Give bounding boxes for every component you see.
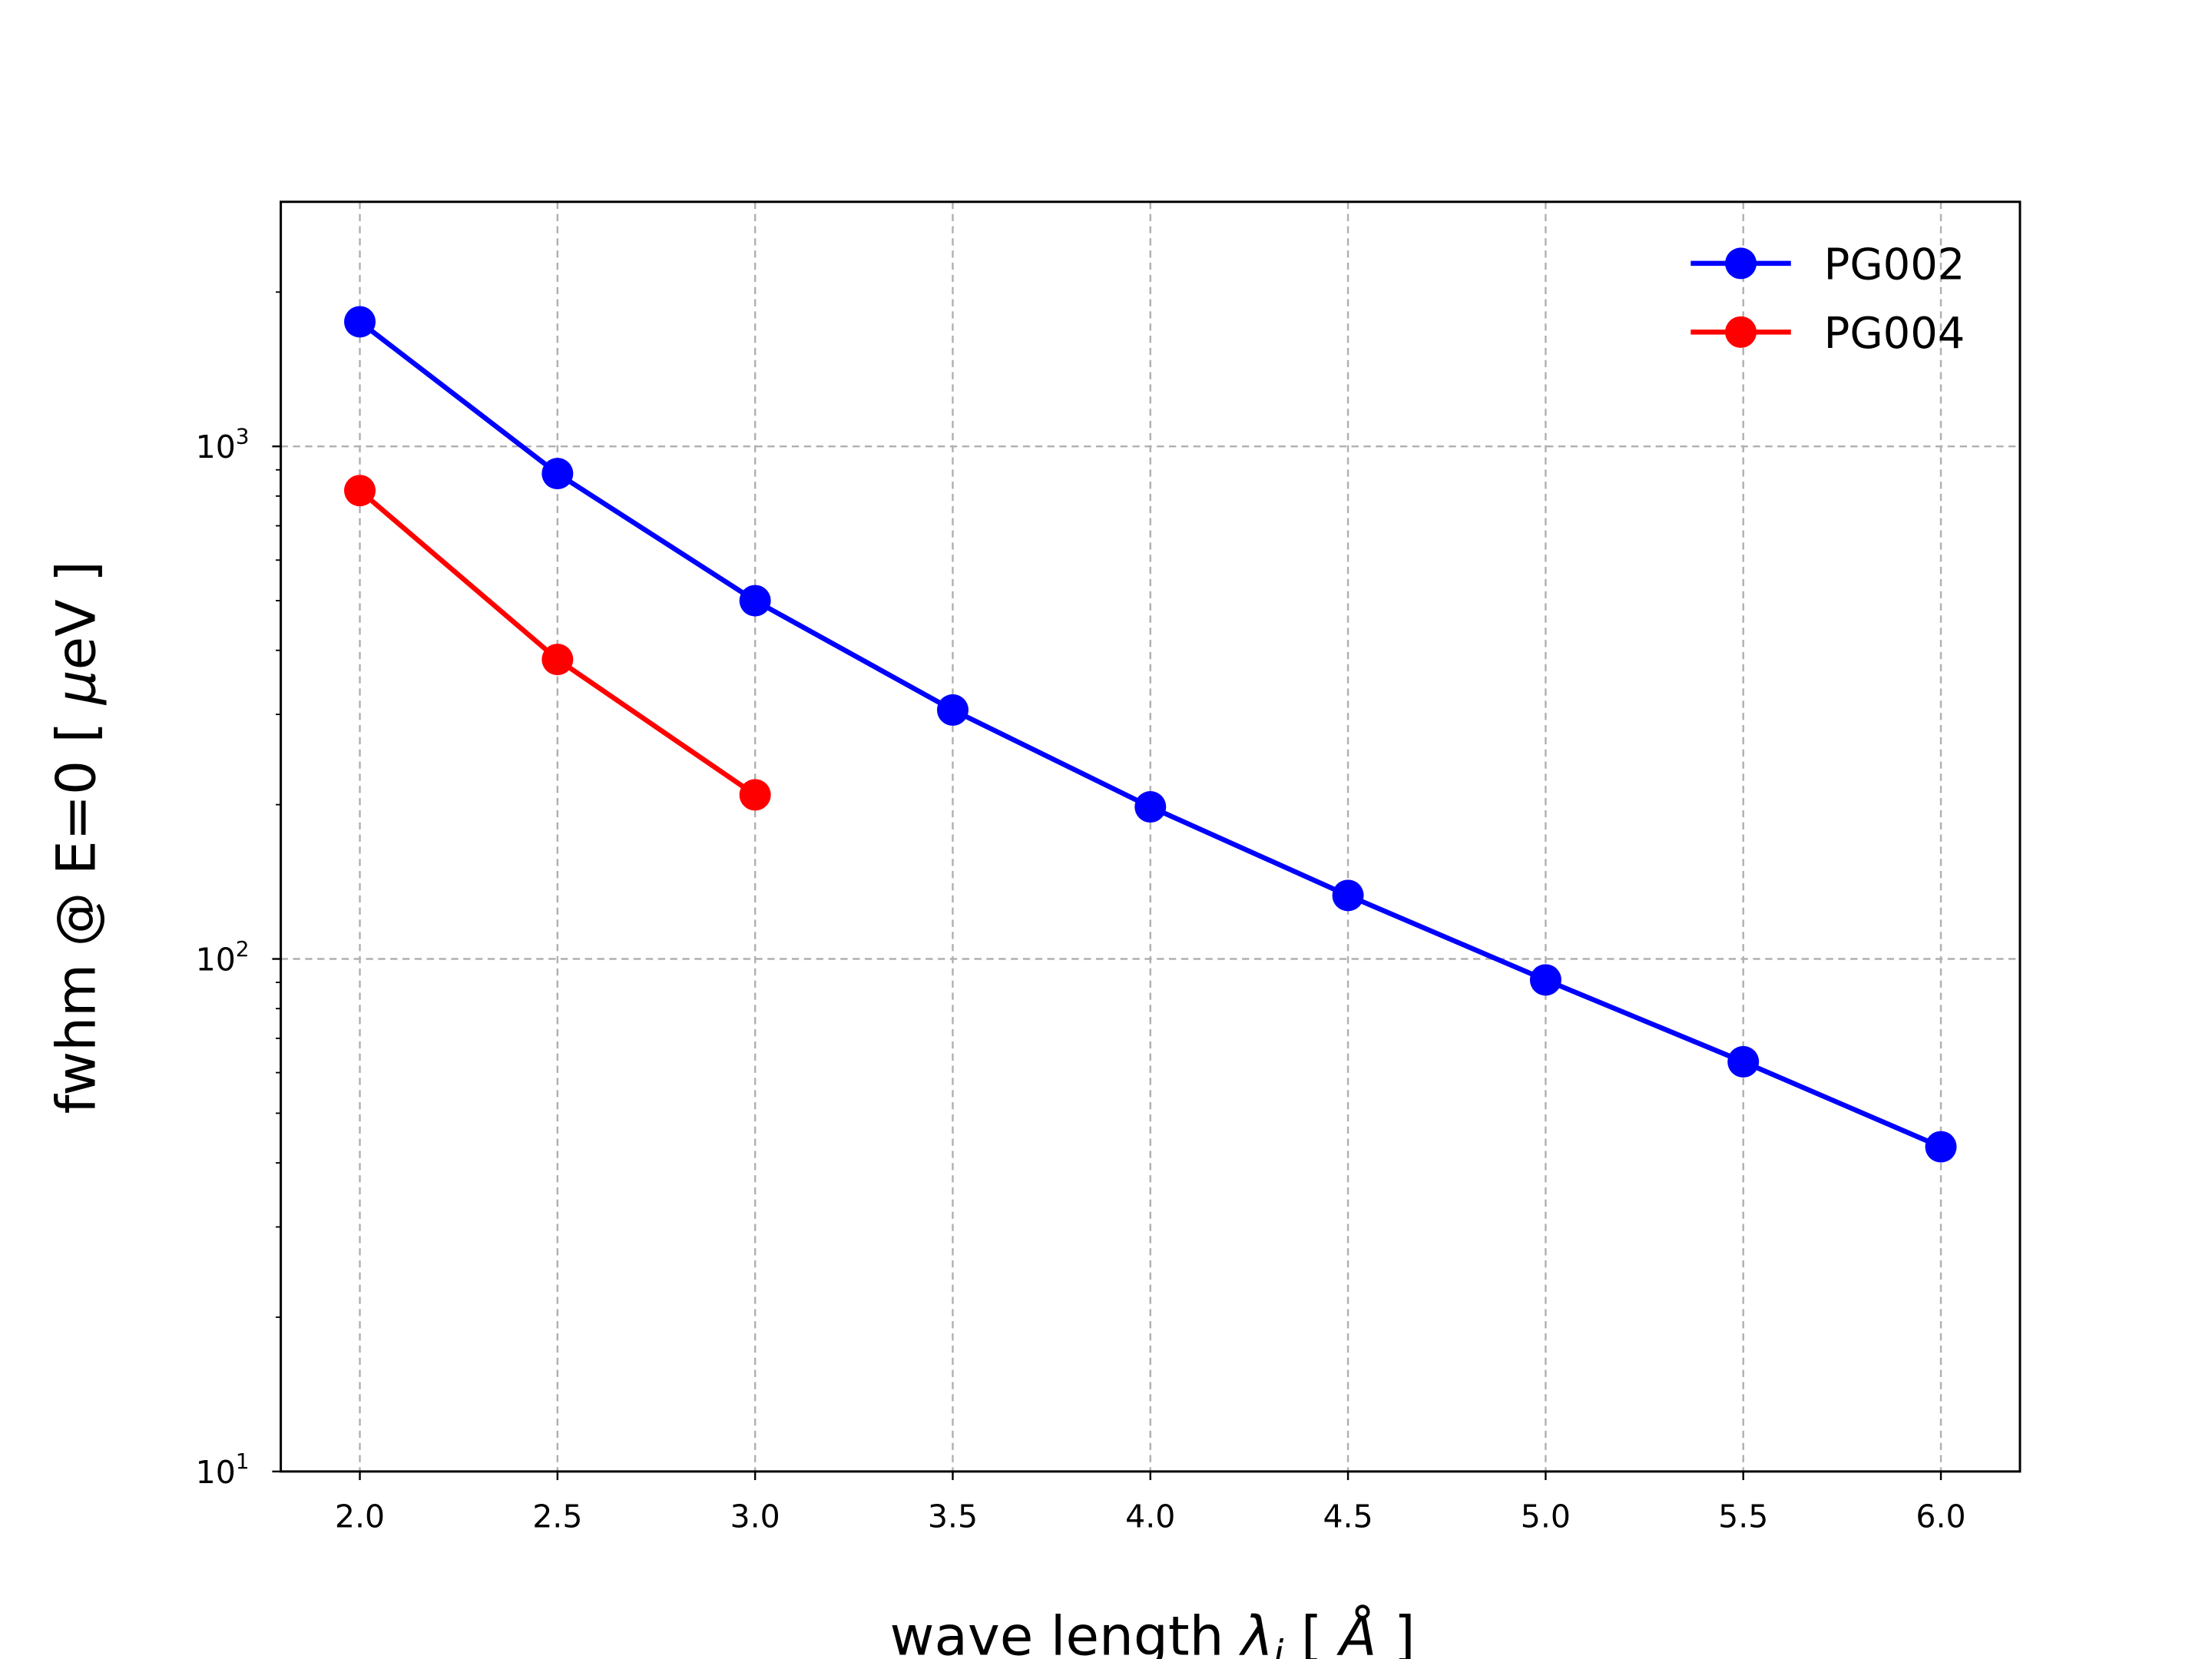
legend-label: PG004 xyxy=(1824,309,1965,359)
data-point-pg002 xyxy=(1332,879,1364,912)
y-tick-label: 102 xyxy=(196,936,250,979)
x-tick-label: 6.0 xyxy=(1916,1498,1965,1535)
x-tick-label: 3.0 xyxy=(730,1498,780,1535)
legend-marker xyxy=(1725,316,1757,348)
data-point-pg004 xyxy=(344,475,376,507)
data-point-pg002 xyxy=(936,694,969,726)
y-axis-label: fwhm @ E=0 [ μeV ] xyxy=(44,561,108,1114)
data-point-pg002 xyxy=(344,306,376,338)
ticks: 2.0 2.5 3.0 3.5 4.0 4.5 5.0 5.5 6.0 101 102 103 xyxy=(196,423,1966,1535)
y-tick-label: 103 xyxy=(196,423,250,465)
data-point-pg002 xyxy=(1529,964,1561,996)
data-point-pg002 xyxy=(1134,791,1167,823)
y-tick-label: 101 xyxy=(196,1449,250,1491)
x-axis-label: wave length λi [ Å ] xyxy=(890,1604,1416,1659)
plot-frame xyxy=(280,200,2022,1473)
x-tick-label: 2.0 xyxy=(335,1498,385,1535)
data-point-pg004 xyxy=(739,779,771,811)
x-tick-label: 4.5 xyxy=(1323,1498,1373,1535)
x-tick-label: 4.0 xyxy=(1125,1498,1175,1535)
x-tick-label: 3.5 xyxy=(928,1498,978,1535)
legend: PG002 PG004 xyxy=(1690,240,1965,359)
grid xyxy=(280,201,2020,1472)
data-point-pg002 xyxy=(1925,1131,1957,1163)
data-point-pg002 xyxy=(739,584,771,617)
data-point-pg002 xyxy=(541,458,574,490)
x-tick-label: 5.0 xyxy=(1521,1498,1571,1535)
x-tick-label: 2.5 xyxy=(532,1498,582,1535)
x-tick-label: 5.5 xyxy=(1718,1498,1768,1535)
series-layer xyxy=(344,306,1957,1163)
legend-marker xyxy=(1725,247,1757,280)
data-point-pg004 xyxy=(541,644,574,676)
legend-label: PG002 xyxy=(1824,240,1965,290)
data-point-pg002 xyxy=(1727,1045,1760,1078)
